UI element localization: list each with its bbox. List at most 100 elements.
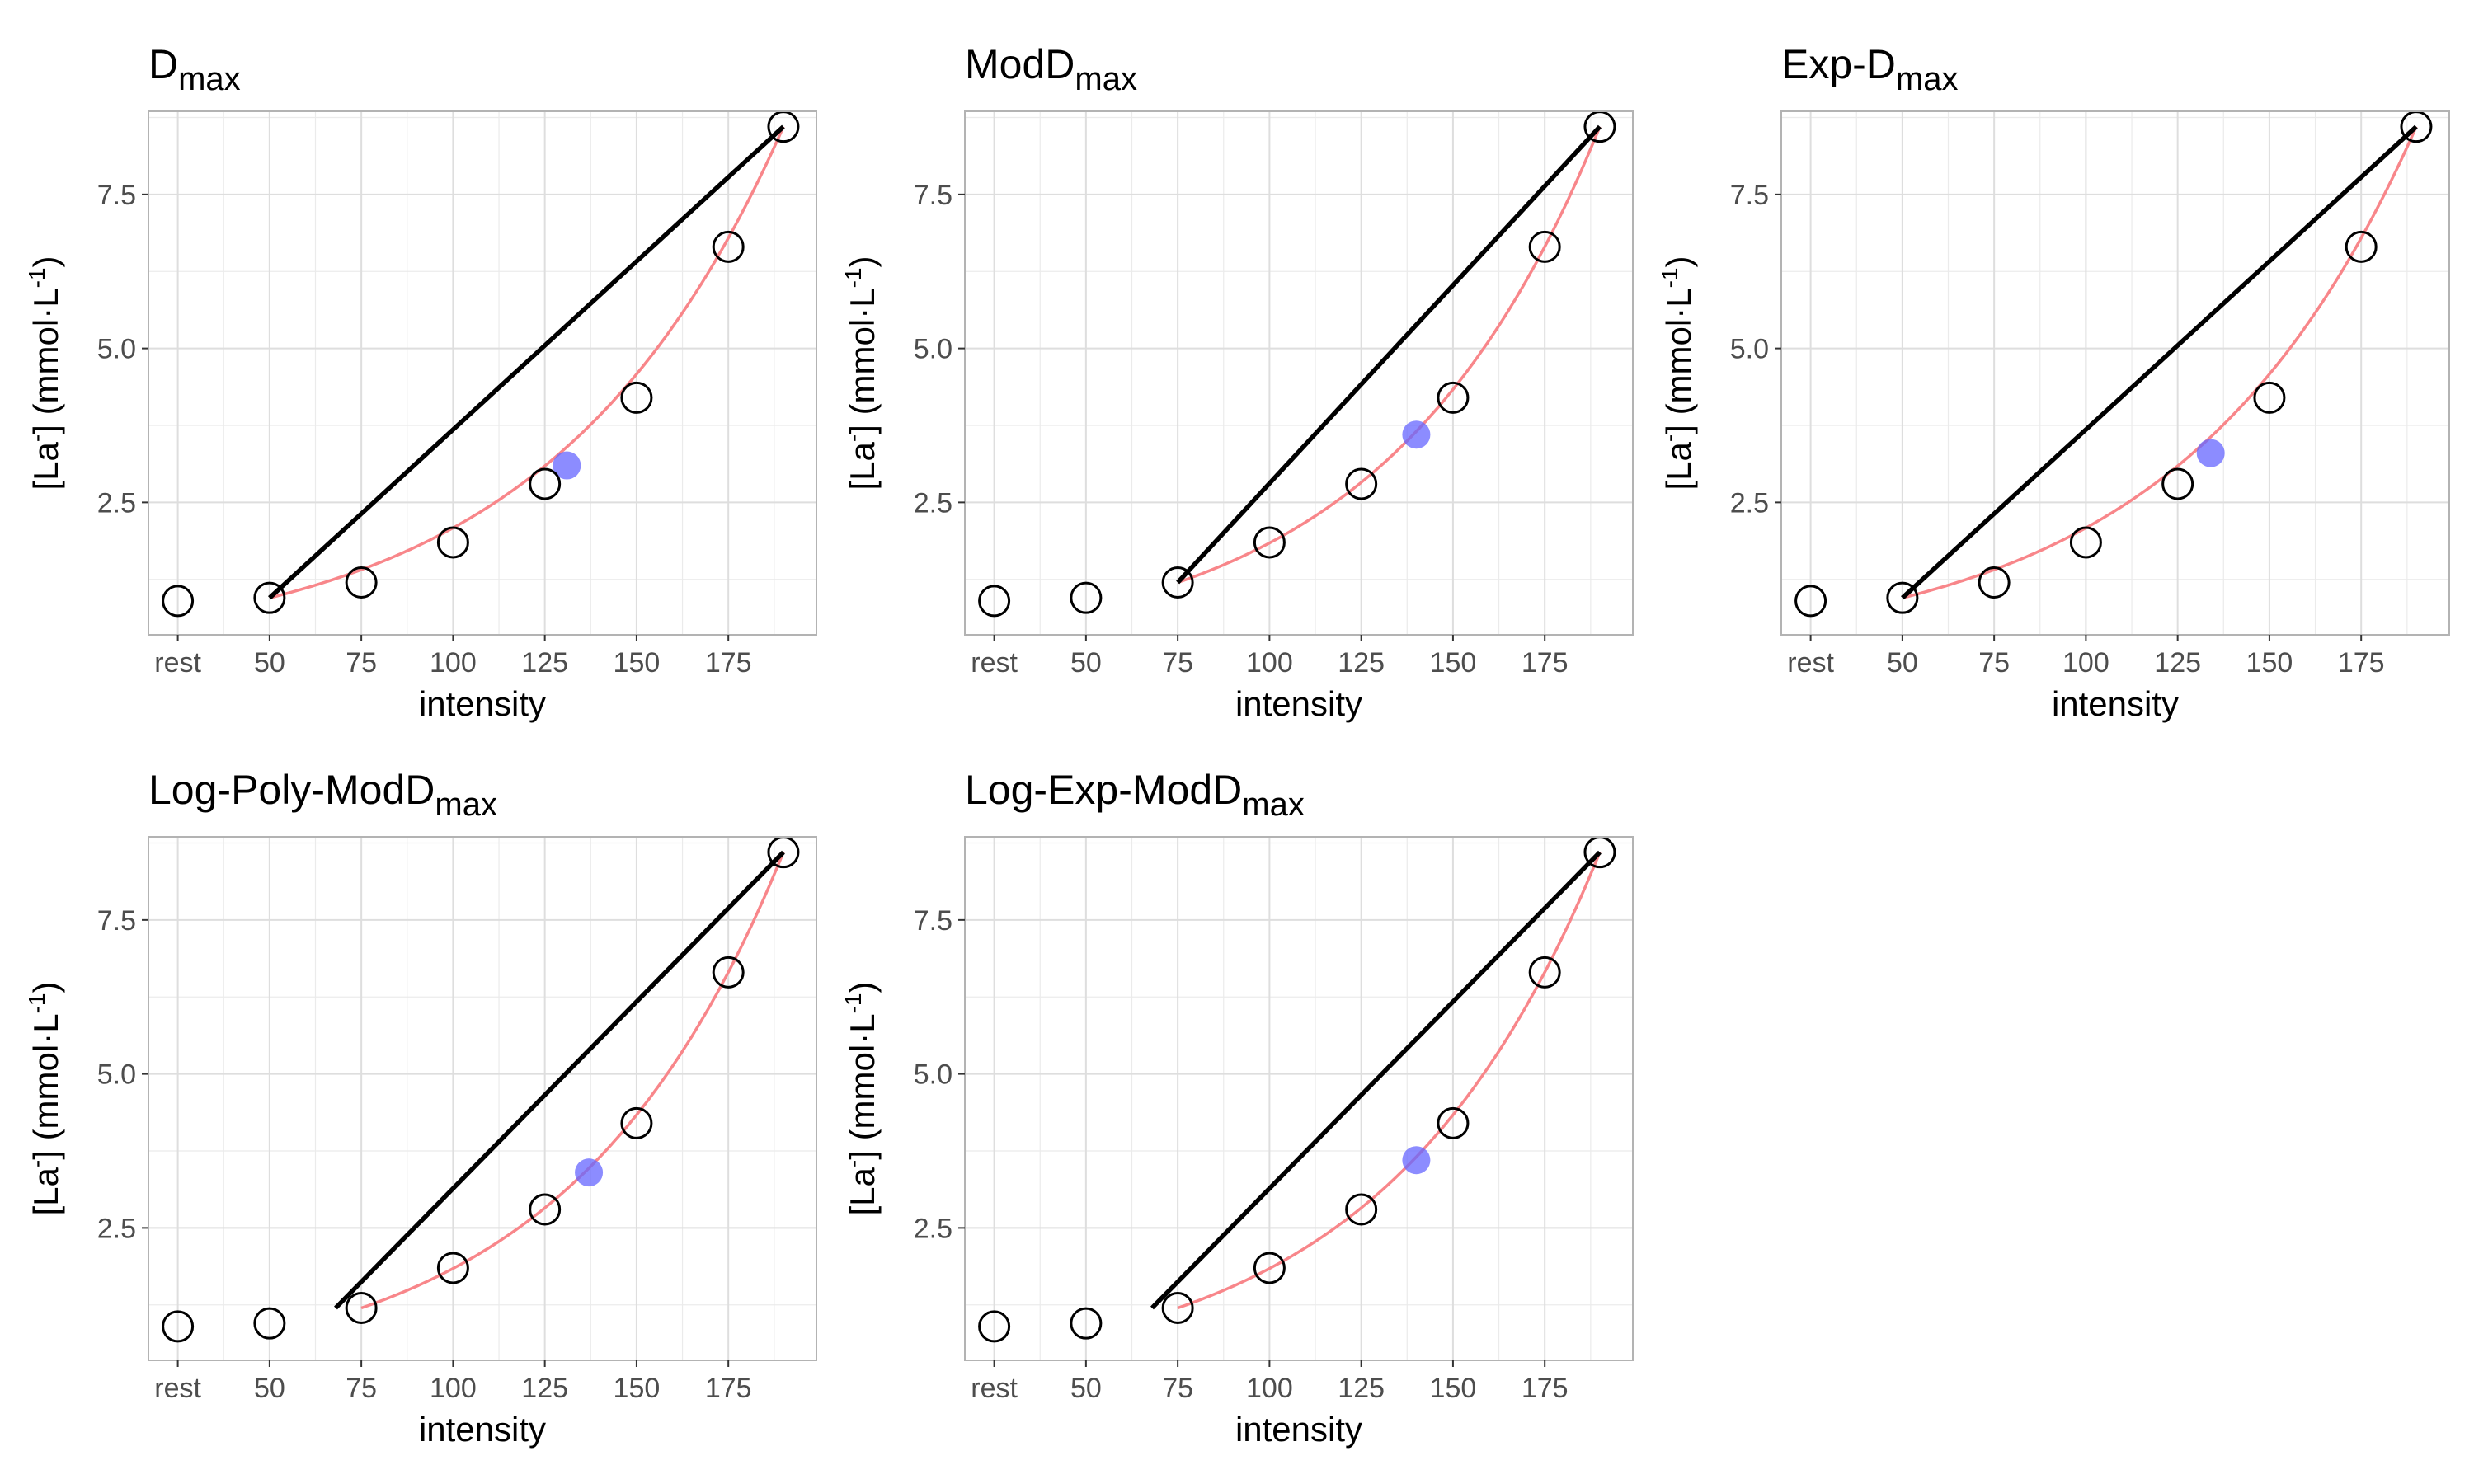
y-axis-title: [La-] (mmol·L-1)	[1657, 256, 1698, 491]
x-tick-label: 100	[430, 1373, 477, 1404]
data-point	[1528, 230, 1561, 263]
panel-1: rest 50 75 100 125 150 175 2.5 5.0 7.5 Dmax intensi…	[24, 41, 817, 723]
y-tick-label: 7.5	[914, 180, 952, 211]
x-axis-title: intensity	[1235, 1410, 1362, 1449]
y-tick-label: 5.0	[914, 1059, 952, 1091]
panel-border	[1780, 110, 2450, 636]
threshold-point	[2196, 439, 2225, 467]
data-point	[2253, 381, 2286, 414]
y-axis-title: [La-] (mmol·L-1)	[840, 256, 882, 491]
data-point	[529, 467, 562, 500]
x-tick-label: 50	[1070, 1373, 1102, 1404]
x-tick-label: 150	[1430, 647, 1477, 679]
x-tick-label: 125	[1338, 1373, 1385, 1404]
data-point	[1345, 1193, 1378, 1226]
x-tick-label: 75	[1978, 647, 2010, 679]
data-point	[162, 585, 195, 618]
panel-4: rest 50 75 100 125 150 175 2.5 5.0 7.5 Log-Poly-Mo…	[24, 767, 817, 1449]
x-tick-label: rest	[971, 1373, 1018, 1404]
panel-title: Exp-Dmax	[1781, 41, 1959, 97]
x-tick-label: 75	[346, 1373, 377, 1404]
data-point	[436, 526, 469, 559]
x-tick-label: rest	[154, 1373, 201, 1404]
x-tick-label: 75	[1162, 647, 1193, 679]
panel-title: Log-Exp-ModDmax	[965, 767, 1305, 823]
data-point	[345, 1292, 378, 1324]
panel-background	[965, 837, 1633, 1360]
data-point	[1161, 566, 1194, 599]
data-point	[162, 1310, 195, 1343]
fitted-curve	[360, 852, 785, 1310]
dmax-line	[268, 124, 785, 600]
panel-5: rest 50 75 100 125 150 175 2.5 5.0 7.5 Log-Exp-Mod…	[840, 767, 1634, 1449]
y-tick-label: 7.5	[914, 905, 952, 937]
data-point	[1886, 581, 1919, 614]
data-point	[1070, 581, 1103, 614]
data-point	[978, 1310, 1011, 1343]
data-point	[2345, 230, 2378, 263]
x-tick-label: 100	[430, 647, 477, 679]
data-point	[2161, 467, 2194, 500]
panel-border	[964, 836, 1634, 1361]
data-point	[1528, 956, 1561, 989]
x-tick-label: 75	[1162, 1373, 1193, 1404]
x-tick-label: rest	[971, 647, 1018, 679]
x-tick-label: 175	[705, 1373, 752, 1404]
threshold-point	[1402, 1146, 1431, 1175]
x-axis-title: intensity	[419, 684, 546, 723]
y-tick-label: 5.0	[914, 334, 952, 365]
x-tick-label: 125	[521, 1373, 568, 1404]
data-point	[529, 1193, 562, 1226]
y-axis-title: [La-] (mmol·L-1)	[24, 256, 65, 491]
fitted-curve	[1177, 126, 1602, 585]
panel-border	[148, 110, 817, 636]
x-tick-label: 125	[2154, 647, 2201, 679]
x-axis-title: intensity	[1235, 684, 1362, 723]
x-tick-label: 75	[346, 647, 377, 679]
x-tick-label: 50	[1070, 647, 1102, 679]
data-point	[1345, 467, 1378, 500]
data-point	[436, 1252, 469, 1284]
x-tick-label: 150	[2246, 647, 2293, 679]
dmax-line	[1901, 124, 2418, 600]
x-tick-label: rest	[154, 647, 201, 679]
x-tick-label: 100	[1246, 647, 1293, 679]
dmax-line	[1176, 124, 1602, 585]
x-tick-label: 50	[254, 1373, 285, 1404]
fitted-curve	[1902, 126, 2418, 599]
panel-border	[964, 110, 1634, 636]
x-tick-label: 125	[521, 647, 568, 679]
y-tick-label: 5.0	[97, 1059, 136, 1091]
x-axis-title: intensity	[419, 1410, 546, 1449]
data-point	[1437, 381, 1470, 414]
panel-border	[148, 836, 817, 1361]
data-point	[1253, 526, 1286, 559]
data-point	[712, 956, 745, 989]
x-tick-label: 125	[1338, 647, 1385, 679]
panel-2: rest 50 75 100 125 150 175 2.5 5.0 7.5 ModDmax inte…	[840, 41, 1634, 723]
panel-background	[965, 111, 1633, 635]
y-axis-title: [La-] (mmol·L-1)	[840, 982, 882, 1216]
y-tick-label: 2.5	[97, 487, 136, 519]
data-point	[1161, 1292, 1194, 1324]
panel-background	[148, 837, 816, 1360]
threshold-point	[1402, 420, 1431, 449]
fitted-curve	[1177, 852, 1602, 1310]
y-tick-label: 2.5	[914, 487, 952, 519]
data-point	[253, 581, 286, 614]
threshold-point	[575, 1158, 604, 1187]
data-point	[620, 381, 653, 414]
y-tick-label: 7.5	[97, 905, 136, 937]
x-tick-label: 100	[1246, 1373, 1293, 1404]
panel-title: ModDmax	[965, 41, 1137, 97]
dmax-line	[1150, 850, 1602, 1310]
y-tick-label: 5.0	[97, 334, 136, 365]
y-axis-title: [La-] (mmol·L-1)	[24, 982, 65, 1216]
threshold-point	[553, 451, 581, 480]
x-tick-label: 100	[2062, 647, 2109, 679]
x-tick-label: 50	[254, 647, 285, 679]
panel-title: Dmax	[148, 41, 241, 97]
data-point	[1253, 1252, 1286, 1284]
x-tick-label: 150	[614, 647, 661, 679]
x-tick-label: 50	[1887, 647, 1918, 679]
